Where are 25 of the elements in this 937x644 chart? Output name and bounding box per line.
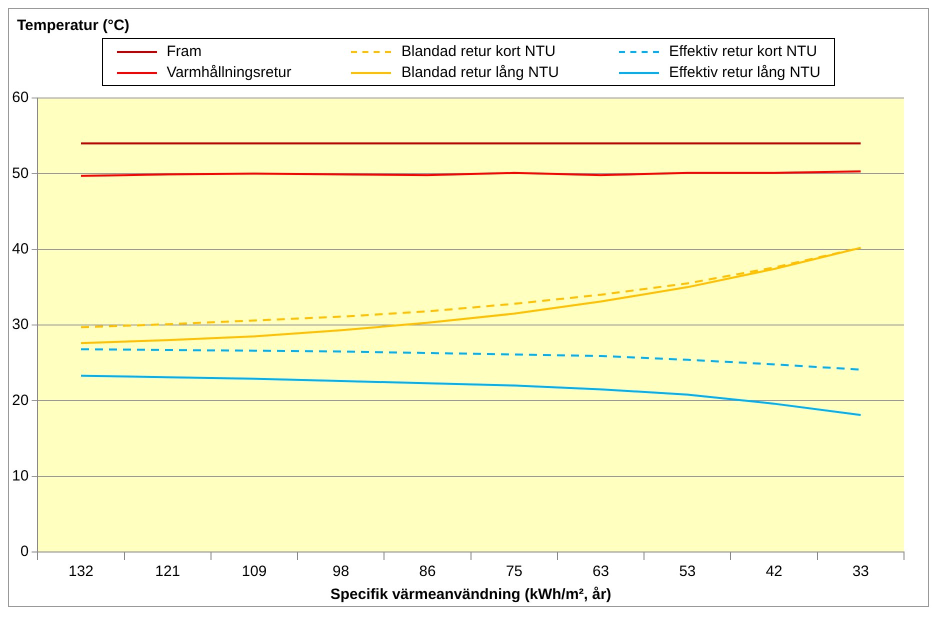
x-tick-label: 132 xyxy=(68,563,94,580)
x-tick-label: 86 xyxy=(419,563,436,580)
x-tick-label: 63 xyxy=(592,563,610,580)
legend-label: Effektiv retur kort NTU xyxy=(668,43,818,60)
legend-label: Varmhållningsretur xyxy=(166,64,292,81)
y-tick-label: 40 xyxy=(12,240,29,258)
y-tick-label: 0 xyxy=(20,543,29,560)
x-tick-label: 109 xyxy=(242,563,267,580)
y-tick-label: 20 xyxy=(12,392,29,409)
chart-title: Temperatur (°C) xyxy=(16,16,130,34)
y-tick-label: 10 xyxy=(12,467,29,484)
legend-label: Blandad retur lång NTU xyxy=(401,64,559,81)
x-tick-label: 121 xyxy=(155,563,180,580)
x-tick-label: 98 xyxy=(332,563,350,580)
x-tick-label: 53 xyxy=(679,563,696,580)
x-tick-label: 42 xyxy=(766,563,782,580)
y-tick-label: 60 xyxy=(12,89,29,106)
x-tick-label: 75 xyxy=(506,563,522,580)
legend-label: Fram xyxy=(166,43,202,60)
legend-label: Effektiv retur lång NTU xyxy=(668,64,820,81)
y-tick-label: 50 xyxy=(12,164,29,182)
x-tick-label: 33 xyxy=(852,563,870,580)
y-tick-label: 30 xyxy=(12,316,29,334)
x-axis-title: Specifik värmeanvändning (kWh/m², år) xyxy=(330,586,612,604)
legend-label: Blandad retur kort NTU xyxy=(401,43,556,60)
